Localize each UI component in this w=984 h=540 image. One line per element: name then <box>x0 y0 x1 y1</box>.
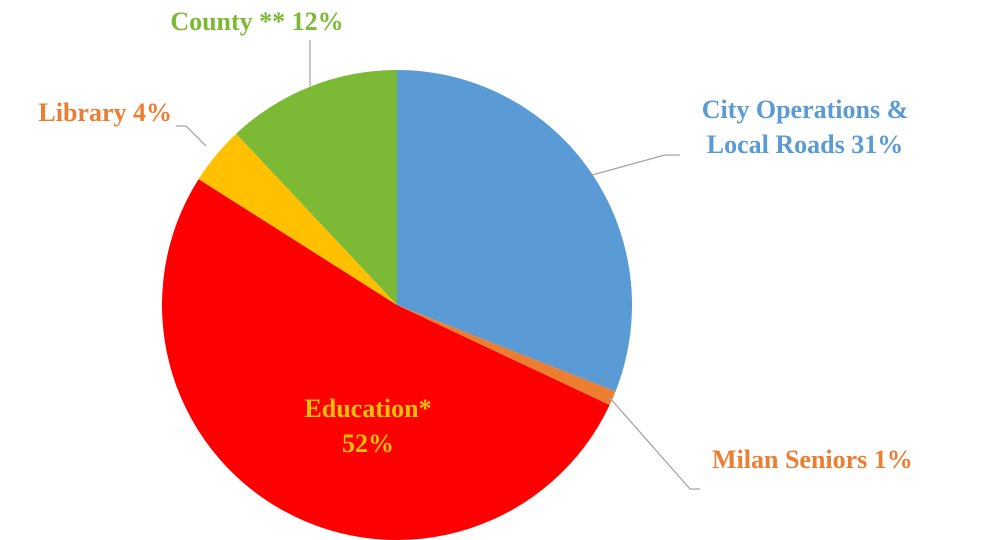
pie-slice <box>161 179 610 540</box>
value-label: 52% <box>342 429 394 458</box>
value-label: 12% <box>291 7 344 36</box>
category-label: County ** <box>170 7 286 36</box>
category-label: Milan Seniors <box>712 445 868 474</box>
slice-label: City Operations & Local Roads 31% <box>670 92 940 162</box>
pie-slice <box>236 70 397 305</box>
category-label: City Operations & Local Roads <box>701 95 909 159</box>
value-label: 31% <box>851 130 904 159</box>
pie-slice <box>397 70 632 392</box>
slice-label: Library 4% <box>0 95 172 130</box>
leader-line <box>591 154 680 176</box>
slice-label: County ** 12% <box>100 4 414 39</box>
leader-line <box>608 396 700 490</box>
slice-label: Milan Seniors 1% <box>712 442 982 477</box>
slice-label: Education* 52% <box>258 391 478 461</box>
value-label: 4% <box>133 98 172 127</box>
category-label: Library <box>38 98 127 127</box>
leader-line <box>176 125 207 147</box>
pie-slice <box>198 133 397 305</box>
value-label: 1% <box>873 445 913 474</box>
pie-slice <box>397 305 616 406</box>
category-label: Education* <box>304 394 432 423</box>
